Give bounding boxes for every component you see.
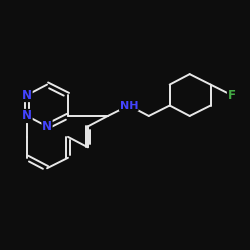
Text: N: N	[22, 110, 32, 122]
Text: F: F	[228, 88, 235, 102]
Text: NH: NH	[120, 100, 138, 110]
Text: N: N	[22, 88, 32, 102]
Text: N: N	[42, 120, 52, 133]
